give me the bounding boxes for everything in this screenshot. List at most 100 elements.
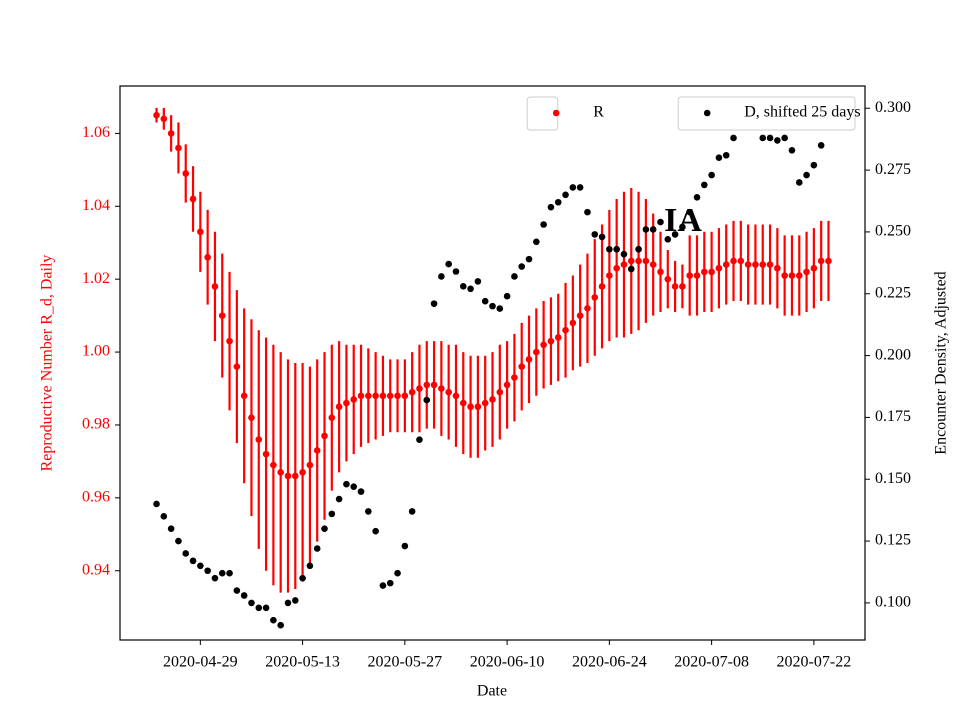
data-point (774, 137, 781, 144)
data-point (481, 297, 489, 305)
data-point (620, 261, 628, 268)
data-point (642, 226, 650, 233)
annotation: IA (664, 202, 702, 239)
data-point (803, 268, 810, 276)
data-point (167, 525, 175, 533)
data-point (335, 495, 343, 503)
data-point (408, 388, 416, 396)
data-point (547, 337, 555, 345)
data-point (160, 513, 168, 520)
y-tick-label: 1.04 (82, 197, 110, 214)
data-point (606, 245, 613, 253)
y-axis-label: Reproductive Number R_d, Daily (39, 255, 56, 472)
data-point (489, 302, 496, 310)
legend-label: D, shifted 25 days (744, 104, 860, 121)
data-point (394, 392, 401, 400)
data-point (197, 562, 204, 570)
data-point (262, 604, 270, 612)
data-point (562, 191, 569, 199)
data-point (350, 483, 358, 490)
data-point (701, 181, 708, 189)
y2-tick-label: 0.200 (875, 346, 911, 363)
data-point (211, 283, 219, 290)
data-point (430, 381, 438, 389)
data-point (467, 285, 474, 293)
data-point (722, 261, 730, 268)
y2-axis-label: Encounter Density, Adjusted (933, 271, 950, 454)
data-point (525, 255, 533, 263)
data-point (795, 272, 803, 279)
data-point (328, 510, 336, 518)
data-point (671, 283, 679, 290)
data-point (189, 195, 197, 203)
legend-box (677, 96, 856, 131)
data-point (576, 312, 584, 319)
plot-frame (119, 85, 866, 641)
data-point (788, 272, 796, 279)
y2-tick-label: 0.275 (875, 161, 911, 178)
data-point (277, 621, 284, 629)
data-point (642, 257, 650, 265)
data-point (766, 134, 774, 142)
data-point (401, 392, 409, 400)
y-tick-label: 1.06 (82, 124, 110, 141)
data-point (459, 399, 467, 407)
legend-marker (552, 109, 560, 117)
data-point (248, 414, 255, 421)
data-point (686, 208, 694, 216)
data-point (817, 257, 825, 265)
data-point (679, 223, 686, 231)
data-point (386, 392, 394, 400)
data-point (810, 264, 818, 272)
y2-tick-label: 0.150 (875, 470, 911, 487)
data-point (730, 257, 737, 265)
data-point (204, 567, 211, 575)
data-point (248, 599, 255, 607)
data-point (299, 574, 306, 582)
data-point (788, 147, 796, 154)
data-point (452, 268, 460, 275)
data-point (306, 562, 314, 570)
data-point (686, 272, 694, 279)
data-point (299, 469, 306, 476)
data-point (518, 363, 526, 370)
y-tick-label: 1.02 (82, 270, 110, 287)
data-point (759, 134, 767, 142)
data-point (715, 264, 723, 272)
data-point (291, 597, 299, 604)
data-point (722, 151, 730, 159)
data-point (306, 461, 314, 469)
data-point (591, 231, 599, 238)
data-point (562, 326, 569, 334)
data-point (197, 228, 204, 236)
data-point (386, 579, 394, 587)
data-point (365, 508, 372, 515)
data-point (810, 161, 818, 169)
data-point (569, 319, 577, 327)
data-point (182, 170, 190, 177)
data-point (533, 348, 540, 356)
data-point (715, 154, 723, 162)
legend-marker (703, 109, 711, 117)
data-point (313, 447, 321, 454)
y2-tick-label: 0.300 (875, 99, 911, 116)
data-point (569, 184, 577, 191)
data-point (459, 283, 467, 290)
data-point (511, 374, 518, 381)
data-point (211, 574, 219, 582)
legend-label: R (593, 104, 604, 121)
data-point (540, 341, 547, 349)
x-tick-label: 2020-06-24 (572, 654, 647, 671)
y2-tick-label: 0.175 (875, 408, 911, 425)
data-point (766, 261, 774, 268)
data-point (394, 569, 401, 577)
data-point (671, 231, 679, 238)
data-point (240, 592, 248, 599)
data-point (503, 292, 511, 300)
data-point (328, 414, 336, 421)
data-point (160, 115, 168, 123)
data-point (372, 392, 379, 400)
data-point (584, 305, 591, 312)
data-point (189, 557, 197, 565)
